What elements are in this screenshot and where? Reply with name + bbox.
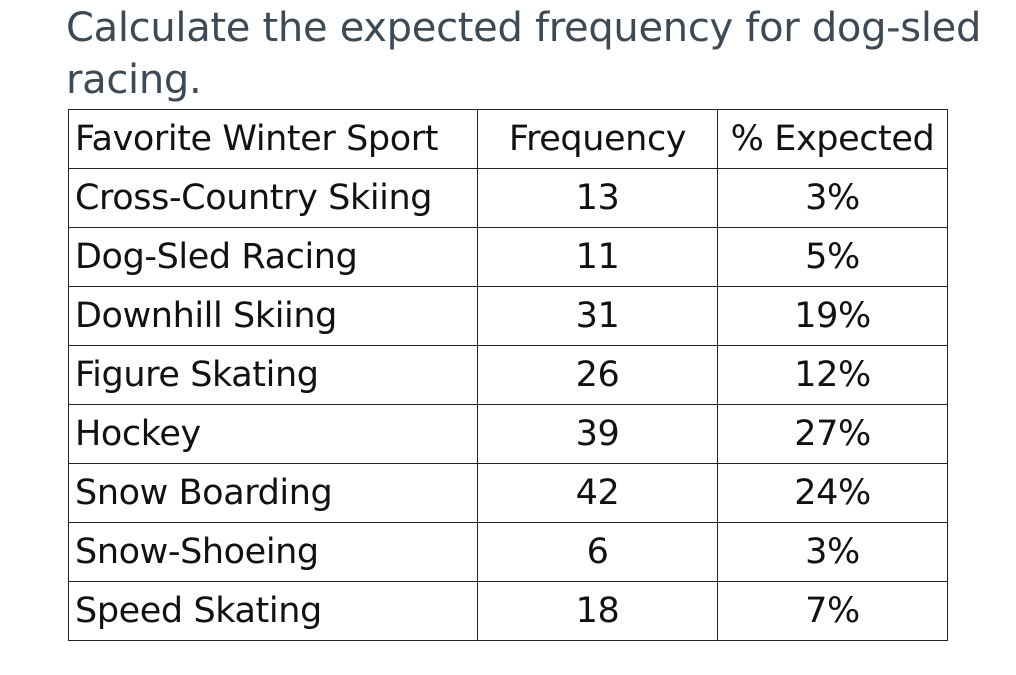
cell-frequency: 13 (477, 168, 718, 228)
table-row: Speed Skating 18 7% (68, 581, 948, 641)
cell-sport: Figure Skating (68, 345, 478, 405)
cell-sport: Dog-Sled Racing (68, 227, 478, 287)
table-row: Figure Skating 26 12% (68, 345, 948, 405)
table-row: Dog-Sled Racing 11 5% (68, 227, 948, 287)
cell-frequency: 11 (477, 227, 718, 287)
question-text: Calculate the expected frequency for dog… (66, 5, 982, 103)
cell-sport: Downhill Skiing (68, 286, 478, 346)
cell-sport: Speed Skating (68, 581, 478, 641)
cell-sport: Snow Boarding (68, 463, 478, 523)
table-row: Hockey 39 27% (68, 404, 948, 464)
table-row: Cross-Country Skiing 13 3% (68, 168, 948, 228)
header-sport: Favorite Winter Sport (68, 109, 478, 169)
cell-frequency: 31 (477, 286, 718, 346)
cell-frequency: 39 (477, 404, 718, 464)
table-row: Snow-Shoeing 6 3% (68, 522, 948, 582)
cell-frequency: 42 (477, 463, 718, 523)
cell-expected: 7% (717, 581, 948, 641)
cell-expected: 12% (717, 345, 948, 405)
cell-sport: Snow-Shoeing (68, 522, 478, 582)
cell-sport: Cross-Country Skiing (68, 168, 478, 228)
cell-frequency: 6 (477, 522, 718, 582)
table-row: Downhill Skiing 31 19% (68, 286, 948, 346)
cell-sport: Hockey (68, 404, 478, 464)
cell-frequency: 18 (477, 581, 718, 641)
table-header-row: Favorite Winter Sport Frequency % Expect… (68, 109, 948, 169)
cell-expected: 3% (717, 522, 948, 582)
cell-expected: 27% (717, 404, 948, 464)
cell-frequency: 26 (477, 345, 718, 405)
header-expected: % Expected (717, 109, 948, 169)
cell-expected: 19% (717, 286, 948, 346)
cell-expected: 24% (717, 463, 948, 523)
cell-expected: 5% (717, 227, 948, 287)
cell-expected: 3% (717, 168, 948, 228)
frequency-table: Favorite Winter Sport Frequency % Expect… (68, 109, 948, 641)
table-row: Snow Boarding 42 24% (68, 463, 948, 523)
header-frequency: Frequency (477, 109, 718, 169)
